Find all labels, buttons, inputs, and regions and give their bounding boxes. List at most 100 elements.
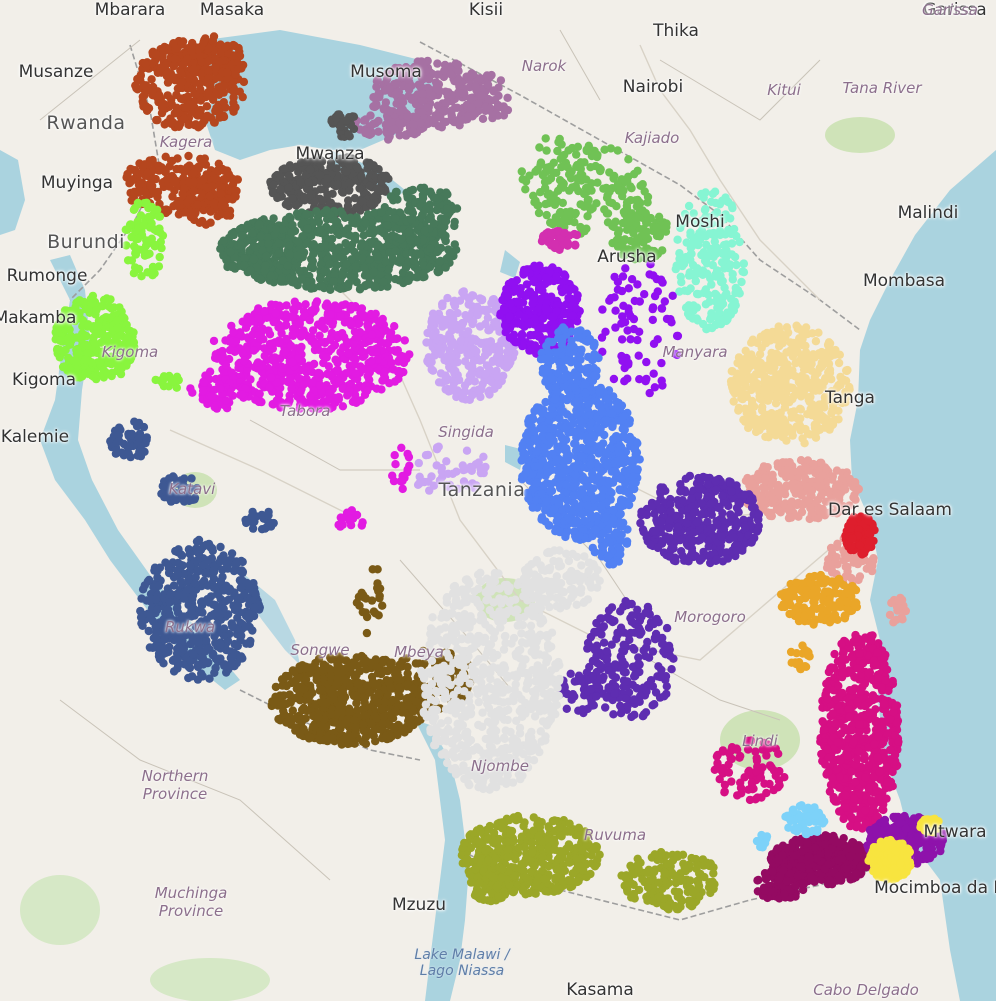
- point: [727, 239, 737, 248]
- point: [691, 276, 700, 286]
- point: [453, 484, 462, 494]
- point: [684, 201, 694, 211]
- point: [352, 398, 361, 407]
- point: [361, 127, 371, 136]
- point: [481, 370, 490, 379]
- lake-kivu: [0, 150, 25, 235]
- point: [170, 177, 180, 187]
- point: [529, 276, 538, 285]
- point: [727, 201, 736, 210]
- point: [189, 187, 198, 196]
- point: [358, 518, 367, 527]
- point: [453, 103, 462, 113]
- point: [476, 74, 485, 83]
- point: [366, 199, 375, 209]
- point: [176, 94, 186, 103]
- point: [342, 167, 351, 176]
- point: [445, 308, 455, 318]
- point: [288, 194, 297, 203]
- point: [159, 375, 168, 384]
- point: [711, 198, 720, 208]
- point: [617, 319, 626, 328]
- point: [521, 267, 530, 276]
- point: [724, 225, 733, 235]
- point: [673, 331, 683, 341]
- point: [672, 261, 681, 270]
- point: [161, 167, 170, 176]
- point: [639, 252, 648, 262]
- point: [538, 324, 547, 333]
- point: [189, 168, 198, 177]
- point: [420, 64, 429, 73]
- point: [123, 169, 132, 179]
- cluster-kigoma: [51, 198, 183, 392]
- point: [208, 182, 217, 191]
- point: [358, 253, 367, 263]
- point: [555, 209, 564, 218]
- point: [441, 385, 450, 394]
- point: [530, 341, 540, 350]
- point: [616, 186, 625, 195]
- point: [477, 91, 486, 100]
- point: [598, 305, 607, 314]
- point: [488, 295, 498, 304]
- point: [276, 171, 285, 180]
- point: [432, 83, 441, 93]
- point: [305, 315, 314, 325]
- point: [711, 246, 720, 255]
- point: [265, 330, 275, 339]
- point: [315, 171, 325, 180]
- point: [353, 383, 362, 392]
- point: [216, 189, 225, 198]
- point: [457, 390, 467, 399]
- point: [126, 353, 136, 363]
- point: [204, 87, 213, 97]
- point: [450, 217, 459, 227]
- point: [361, 115, 370, 124]
- point: [260, 351, 269, 361]
- point: [549, 191, 558, 200]
- point: [374, 89, 383, 98]
- point: [475, 322, 485, 331]
- point: [529, 295, 538, 304]
- point: [407, 215, 416, 224]
- point: [563, 238, 572, 248]
- point: [332, 164, 341, 173]
- point: [548, 219, 557, 229]
- point: [235, 87, 244, 96]
- point: [433, 59, 442, 68]
- point: [457, 345, 466, 354]
- point: [334, 230, 344, 240]
- point: [476, 385, 485, 395]
- point: [254, 331, 263, 340]
- point: [641, 245, 650, 255]
- point: [288, 330, 297, 339]
- point: [239, 77, 249, 87]
- point: [721, 210, 730, 219]
- point: [386, 192, 396, 201]
- point: [441, 216, 450, 226]
- point: [689, 301, 698, 310]
- point: [571, 181, 580, 191]
- point: [621, 264, 630, 273]
- road-1: [169, 44, 841, 661]
- point: [618, 218, 628, 228]
- point: [333, 180, 342, 189]
- point: [389, 334, 398, 343]
- point: [453, 60, 462, 69]
- point: [404, 276, 413, 285]
- point: [202, 78, 211, 87]
- point: [289, 275, 298, 284]
- point: [265, 383, 274, 392]
- point: [338, 329, 347, 338]
- point: [697, 217, 706, 227]
- point: [131, 81, 140, 90]
- point: [288, 220, 297, 230]
- point: [390, 67, 399, 76]
- point: [335, 155, 344, 164]
- point: [417, 96, 427, 105]
- point: [237, 240, 246, 250]
- point: [142, 198, 151, 207]
- point: [216, 82, 225, 91]
